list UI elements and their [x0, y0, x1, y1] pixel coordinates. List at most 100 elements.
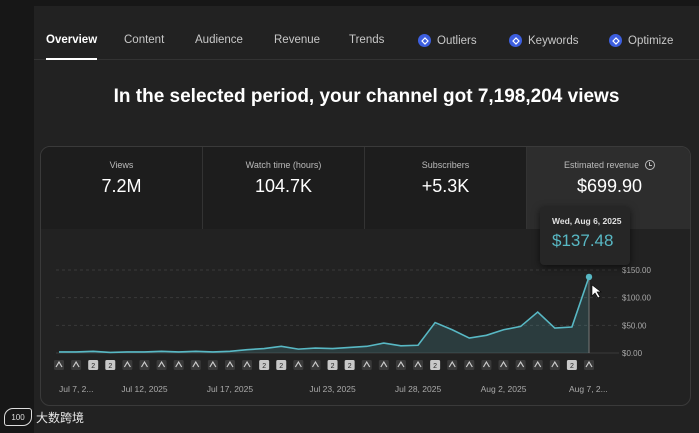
video-marker [122, 360, 133, 370]
marker-box [413, 360, 424, 370]
video-marker: 2 [88, 360, 99, 370]
metric-views[interactable]: Views 7.2M [41, 147, 203, 229]
marker-box [71, 360, 82, 370]
marker-count: 2 [570, 363, 574, 370]
marker-box [310, 360, 321, 370]
metric-label-row: Estimated revenue [527, 160, 690, 170]
marker-box [361, 360, 372, 370]
marker-box [224, 360, 235, 370]
video-marker [395, 360, 406, 370]
tooltip-value: $137.48 [552, 231, 614, 250]
video-marker [71, 360, 82, 370]
video-icon [311, 360, 319, 368]
metric-watch-time[interactable]: Watch time (hours) 104.7K [203, 147, 365, 229]
video-icon [158, 360, 166, 368]
video-marker [173, 360, 184, 370]
video-marker: 2 [344, 360, 355, 370]
video-icon [72, 360, 80, 368]
metric-value: +5.3K [421, 176, 470, 196]
video-marker [242, 360, 253, 370]
marker-box [207, 360, 218, 370]
watermark-text: 大数跨境 [36, 410, 85, 425]
video-icon [55, 360, 63, 368]
extension-icon [609, 34, 622, 47]
tab-label: Outliers [437, 34, 477, 47]
tab-outliers[interactable]: Outliers [418, 34, 477, 47]
marker-box [259, 360, 270, 370]
video-marker [532, 360, 543, 370]
watermark-logo: 100 [4, 408, 32, 426]
marker-box [105, 360, 116, 370]
marker-box [122, 360, 133, 370]
video-marker [293, 360, 304, 370]
video-marker [54, 360, 64, 370]
marker-box [430, 360, 441, 370]
tab-label: Trends [349, 34, 385, 46]
x-tick-label: Jul 7, 2... [59, 384, 94, 394]
video-marker: 2 [327, 360, 338, 370]
metric-subscribers[interactable]: Subscribers +5.3K [365, 147, 527, 229]
video-icon [448, 360, 456, 368]
tab-label: Revenue [274, 34, 321, 46]
video-marker [156, 360, 167, 370]
page-headline: In the selected period, your channel got… [113, 86, 620, 107]
tab-overview[interactable]: Overview [46, 34, 98, 60]
marker-box [156, 360, 167, 370]
video-marker [515, 360, 526, 370]
tab-optimize[interactable]: Optimize [609, 34, 673, 47]
tab-label: Content [124, 34, 165, 46]
y-tick-label: $100.00 [622, 294, 651, 303]
marker-box [515, 360, 526, 370]
video-marker [464, 360, 475, 370]
marker-box [190, 360, 201, 370]
chart-tooltip: Wed, Aug 6, 2025 $137.48 [540, 207, 630, 265]
x-tick-label: Jul 17, 2025 [207, 384, 254, 394]
tab-revenue[interactable]: Revenue [274, 34, 320, 46]
video-marker: 2 [430, 360, 441, 370]
marker-box [173, 360, 184, 370]
video-marker: 2 [276, 360, 287, 370]
tab-label: Overview [46, 34, 98, 46]
video-icon [465, 360, 473, 368]
tab-content[interactable]: Content [124, 34, 164, 46]
tab-audience[interactable]: Audience [195, 34, 243, 46]
video-icon [123, 360, 131, 368]
tab-keywords[interactable]: Keywords [509, 34, 579, 47]
tab-bar: Overview Content Audience Revenue Trends… [34, 6, 699, 60]
video-icon [517, 360, 525, 368]
marker-box [481, 360, 492, 370]
video-icon [140, 360, 148, 368]
video-marker [481, 360, 492, 370]
marker-count: 2 [433, 363, 437, 370]
analytics-panel: Overview Content Audience Revenue Trends… [34, 6, 699, 433]
marker-box [532, 360, 543, 370]
tab-label: Optimize [628, 34, 674, 47]
marker-count: 2 [331, 363, 335, 370]
tab-trends[interactable]: Trends [349, 34, 384, 46]
marker-count: 2 [108, 363, 112, 370]
y-tick-label: $50.00 [622, 321, 647, 330]
marker-count: 2 [348, 363, 352, 370]
series-area [59, 276, 589, 353]
video-icon [500, 360, 508, 368]
tab-label: Keywords [528, 34, 579, 47]
revenue-chart[interactable]: $0.00 $50.00 $100.00 $150.00 2 2 2 2 2 2 2 2 Jul 7, … [34, 6, 699, 433]
video-marker [224, 360, 235, 370]
marker-box [276, 360, 287, 370]
x-tick-label: Jul 28, 2025 [395, 384, 442, 394]
video-marker: 2 [566, 360, 577, 370]
video-marker [413, 360, 424, 370]
video-marker: 2 [259, 360, 270, 370]
tooltip-date: Wed, Aug 6, 2025 [552, 216, 622, 226]
active-tab-indicator [46, 58, 98, 60]
clock-icon [645, 160, 656, 170]
marker-box [139, 360, 150, 370]
marker-box [566, 360, 577, 370]
video-marker [498, 360, 509, 370]
video-icon [585, 360, 593, 368]
video-icon [482, 360, 490, 368]
video-icon [380, 360, 388, 368]
video-icon [414, 360, 422, 368]
video-icon [175, 360, 183, 368]
marker-box [54, 360, 64, 370]
